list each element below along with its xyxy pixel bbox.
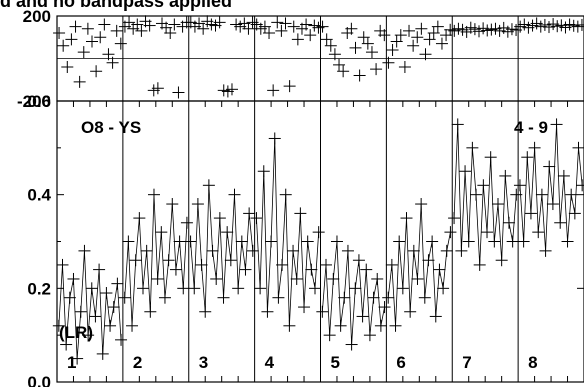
chart-title: d and no bandpass applied <box>0 0 233 11</box>
amplitude-line-2 <box>124 194 188 326</box>
panel-label-4: 4 <box>265 353 275 372</box>
amp-y-tick-label: 0.0 <box>27 373 51 387</box>
amplitude-line-6 <box>387 204 451 326</box>
phase-y-tick-label: -200 <box>17 92 51 111</box>
panel-label-1: 1 <box>67 353 76 372</box>
amplitude-line-1 <box>58 250 122 359</box>
amplitude-line-4 <box>256 138 320 326</box>
amplitude-line-7 <box>453 124 517 265</box>
panel-label-5: 5 <box>331 353 340 372</box>
panel-label-2: 2 <box>133 353 142 372</box>
panel-label-8: 8 <box>528 353 537 372</box>
amplitude-line-8 <box>519 124 583 251</box>
amp-y-tick-label: 0.6 <box>27 92 51 111</box>
amplitude-line-3 <box>190 185 254 312</box>
panel-label-6: 6 <box>396 353 405 372</box>
antenna-label: 4 - 9 <box>514 118 548 137</box>
panel-label-3: 3 <box>199 353 208 372</box>
amplitude-line-5 <box>321 241 385 345</box>
baseline-label: O8 - YS <box>81 118 141 137</box>
panel-label-7: 7 <box>462 353 471 372</box>
phase-y-tick-label: 200 <box>23 7 51 26</box>
amp-y-tick-label: 0.2 <box>27 279 51 298</box>
amp-y-tick-label: 0.4 <box>27 186 51 205</box>
polarization-label: (LR) <box>59 323 93 342</box>
